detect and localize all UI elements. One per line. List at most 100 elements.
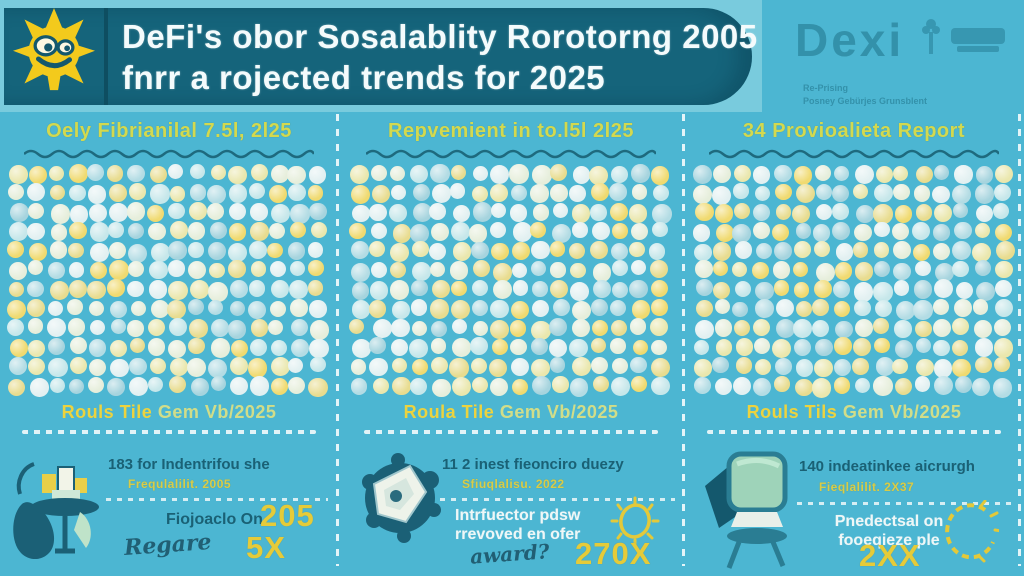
dashed-divider bbox=[106, 498, 328, 501]
pictogram-dot bbox=[792, 262, 809, 278]
pictogram-dot bbox=[89, 261, 108, 280]
pictogram-dot bbox=[349, 319, 365, 335]
pictogram-dot bbox=[715, 298, 731, 314]
pictogram-dot bbox=[572, 222, 588, 238]
pictogram-dot bbox=[27, 280, 44, 298]
pictogram-dot bbox=[249, 241, 267, 259]
pictogram-dot-grid bbox=[692, 164, 1015, 398]
title-line-2: fnrr a rojected trends for 2025 bbox=[122, 59, 606, 96]
pictogram-dot bbox=[551, 223, 571, 243]
pictogram-dot bbox=[652, 184, 669, 201]
pictogram-dot bbox=[129, 337, 145, 354]
pictogram-dot bbox=[350, 262, 371, 283]
pictogram-dot bbox=[995, 260, 1013, 279]
pictogram-dot bbox=[592, 319, 609, 336]
pictogram-dot bbox=[49, 377, 66, 393]
pictogram-dot bbox=[307, 241, 324, 258]
stat-headline: 11 2 inest fieonciro duezy bbox=[442, 456, 624, 473]
pictogram-dot bbox=[89, 359, 107, 377]
pictogram-dot bbox=[649, 318, 668, 337]
pictogram-dot bbox=[854, 223, 872, 242]
pictogram-dot bbox=[694, 359, 712, 377]
pictogram-dot bbox=[772, 223, 790, 242]
pictogram-dot bbox=[168, 260, 185, 277]
column-1: Oely Fibrianilal 7.5l, 2l25 Rouls Tile G… bbox=[7, 112, 330, 574]
pictogram-dot bbox=[27, 299, 45, 317]
pictogram-dot bbox=[715, 339, 733, 356]
pictogram-dot bbox=[147, 338, 166, 356]
pictogram-dot bbox=[695, 279, 713, 297]
pictogram-dot bbox=[592, 262, 612, 282]
pictogram-dot bbox=[952, 240, 972, 261]
pictogram-dot bbox=[489, 377, 509, 397]
column-1-stats: 183 for Indentrifou she Frequlalilit. 20… bbox=[8, 440, 330, 574]
pictogram-dot bbox=[270, 279, 290, 299]
pictogram-dot bbox=[652, 221, 668, 238]
pictogram-dot bbox=[774, 164, 792, 183]
pictogram-dot bbox=[631, 300, 651, 319]
pictogram-dot bbox=[389, 165, 406, 181]
pictogram-dot bbox=[228, 165, 247, 185]
pictogram-dot bbox=[955, 375, 973, 393]
pictogram-dot bbox=[449, 358, 469, 378]
pictogram-dot bbox=[309, 202, 327, 220]
mascot-panel bbox=[4, 8, 108, 105]
pictogram-dot bbox=[451, 280, 467, 297]
pictogram-dot bbox=[149, 166, 167, 184]
pictogram-dot bbox=[854, 164, 874, 185]
pictogram-dot bbox=[834, 261, 853, 280]
pictogram-dot bbox=[993, 338, 1014, 358]
pictogram-dot bbox=[228, 223, 247, 242]
pictogram-dot bbox=[69, 221, 87, 240]
pictogram-dot bbox=[933, 224, 950, 241]
pictogram-dot bbox=[351, 359, 367, 375]
pictogram-dot bbox=[815, 338, 833, 357]
pictogram-dot bbox=[128, 357, 147, 376]
pictogram-dot bbox=[835, 320, 853, 339]
pictogram-dot bbox=[372, 377, 389, 394]
pictogram-dot bbox=[68, 279, 88, 299]
pictogram-dot bbox=[933, 318, 952, 337]
pictogram-dot bbox=[247, 301, 266, 320]
pictogram-dot bbox=[250, 222, 269, 241]
pictogram-dot bbox=[351, 282, 370, 301]
pictogram-dot bbox=[351, 300, 371, 320]
pictogram-dot bbox=[68, 243, 84, 259]
pictogram-dot bbox=[812, 299, 829, 316]
pictogram-dot bbox=[793, 166, 813, 185]
pictogram-dot bbox=[732, 301, 748, 318]
pictogram-dot bbox=[307, 280, 324, 296]
column-2-caption: Roula Tile Gem Vb/2025 bbox=[350, 402, 672, 423]
pictogram-dot bbox=[915, 204, 933, 222]
computer-monitor-illustration bbox=[701, 440, 805, 575]
pictogram-dot bbox=[650, 166, 670, 185]
pictogram-dot bbox=[629, 279, 649, 299]
big-value: 205 bbox=[260, 498, 315, 533]
pictogram-dot bbox=[549, 356, 566, 373]
pictogram-dot bbox=[210, 338, 230, 358]
pictogram-dot bbox=[873, 204, 893, 224]
pictogram-dot bbox=[147, 376, 163, 392]
pictogram-dot bbox=[432, 183, 452, 203]
pictogram-dot bbox=[471, 241, 489, 260]
pictogram-dot bbox=[552, 202, 569, 218]
pictogram-dot bbox=[127, 280, 144, 298]
pictogram-dot bbox=[775, 358, 793, 376]
pictogram-dot bbox=[290, 204, 310, 224]
pictogram-dot bbox=[755, 281, 774, 301]
column-1-caption: Rouls Tile Gem Vb/2025 bbox=[8, 402, 330, 423]
pictogram-dot bbox=[994, 356, 1010, 373]
pictogram-dot bbox=[307, 185, 324, 201]
pictogram-dot bbox=[629, 241, 646, 258]
pictogram-dot bbox=[130, 300, 146, 317]
pictogram-dot bbox=[188, 319, 208, 339]
pictogram-dot bbox=[609, 183, 627, 201]
pictogram-dot bbox=[270, 378, 288, 395]
pictogram-dot bbox=[610, 203, 629, 222]
pictogram-dot bbox=[210, 164, 226, 180]
pictogram-dot bbox=[67, 299, 83, 315]
pictogram-dot bbox=[755, 299, 774, 318]
pictogram-dot bbox=[208, 242, 227, 261]
pictogram-dot bbox=[509, 204, 528, 222]
pictogram-dot bbox=[893, 262, 911, 281]
